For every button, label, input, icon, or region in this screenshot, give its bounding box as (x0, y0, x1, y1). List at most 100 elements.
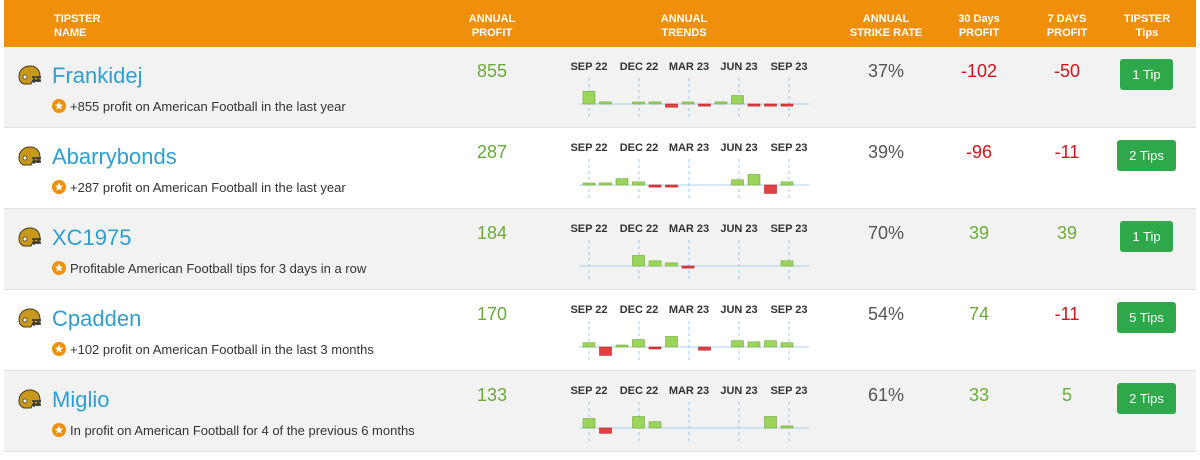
strike-rate-value: 39% (867, 142, 905, 162)
trend-bar-positive (648, 260, 662, 267)
trend-month-label: MAR 23 (668, 61, 710, 73)
trend-bar-negative (648, 346, 662, 350)
trend-month-label: SEP 23 (770, 61, 808, 73)
tips-button[interactable]: 1 Tip (1120, 59, 1173, 90)
header-tipster-name: TIPSTER NAME (54, 13, 101, 39)
table-row-partial (4, 452, 1196, 460)
trend-bar-positive (731, 95, 744, 105)
american-football-helmet-icon (18, 146, 41, 166)
profit-7-days-value: 39 (1056, 223, 1078, 243)
trend-month-label: MAR 23 (668, 304, 710, 316)
trend-bar-positive (582, 182, 596, 186)
star-badge-icon (52, 180, 66, 194)
trend-month-label: JUN 23 (720, 385, 758, 397)
tips-button[interactable]: 5 Tips (1117, 302, 1176, 333)
tips-button[interactable]: 2 Tips (1117, 383, 1176, 414)
trend-bars (579, 321, 809, 361)
trend-bar-negative (681, 265, 695, 269)
trend-bar-positive (615, 344, 629, 348)
header-7-days-profit: 7 DAYS PROFIT (1046, 13, 1088, 39)
trend-bar-positive (632, 101, 645, 105)
trend-bar-negative (764, 103, 777, 107)
trend-bar-negative (698, 346, 711, 351)
tipster-name-link[interactable]: Cpadden (52, 306, 142, 331)
table-header: TIPSTER NAME ANNUAL PROFIT ANNUAL TRENDS AN… (4, 0, 1196, 47)
trend-bars (579, 78, 809, 118)
profit-30-days-value: 74 (968, 304, 990, 324)
trend-bar-positive (731, 179, 744, 186)
strike-rate-value: 70% (867, 223, 905, 243)
tipster-name-link[interactable]: XC1975 (52, 225, 132, 250)
trend-bar-positive (780, 181, 794, 186)
table-row: Miglio In profit on American Football for… (4, 371, 1196, 452)
profit-30-days-value: 39 (968, 223, 990, 243)
trend-month-label: SEP 22 (570, 61, 608, 73)
trend-bar-negative (780, 103, 794, 107)
annual-profit-value: 287 (476, 142, 508, 162)
trend-bar-positive (780, 425, 794, 429)
header-annual-profit: ANNUAL PROFIT (468, 13, 516, 39)
trend-bar-positive (714, 101, 728, 105)
achievement-text: In profit on American Football for 4 of … (70, 422, 415, 438)
annual-trend-chart: SEP 22 DEC 22 MAR 23 JUN 23 SEP 23 (559, 128, 819, 209)
trend-bar-negative (764, 184, 777, 194)
trend-month-label: DEC 22 (619, 142, 659, 154)
trend-bar-negative (599, 346, 612, 356)
tips-button[interactable]: 2 Tips (1117, 140, 1176, 171)
trend-bar-positive (582, 342, 596, 348)
achievement-line: In profit on American Football for 4 of … (52, 420, 415, 440)
trend-month-label: SEP 23 (770, 304, 808, 316)
star-badge-icon (52, 342, 66, 356)
header-30-days-profit: 30 Days PROFIT (958, 13, 1000, 39)
achievement-text: +102 profit on American Football in the … (70, 341, 374, 357)
trend-bar-positive (681, 101, 695, 105)
trend-month-label: DEC 22 (619, 304, 659, 316)
strike-rate-value: 61% (867, 385, 905, 405)
annual-trend-chart: SEP 22 DEC 22 MAR 23 JUN 23 SEP 23 (559, 209, 819, 290)
trend-bar-positive (747, 174, 761, 186)
trend-month-label: JUN 23 (720, 61, 758, 73)
table-row: Cpadden +102 profit on American Football … (4, 290, 1196, 371)
american-football-helmet-icon (18, 227, 41, 247)
trend-month-label: JUN 23 (720, 142, 758, 154)
trend-bar-positive (764, 340, 777, 348)
tips-button[interactable]: 1 Tip (1120, 221, 1173, 252)
trend-bars (579, 240, 809, 280)
trend-month-label: SEP 22 (570, 385, 608, 397)
trend-bar-positive (582, 91, 596, 105)
tipster-name-link[interactable]: Miglio (52, 387, 110, 412)
trend-bar-positive (648, 421, 662, 429)
achievement-text: +287 profit on American Football in the … (70, 179, 346, 195)
annual-profit-value: 170 (476, 304, 508, 324)
trend-month-label: SEP 23 (770, 385, 808, 397)
trend-bar-positive (780, 342, 794, 348)
header-annual-trends: ANNUAL TRENDS (660, 13, 708, 39)
profit-30-days-value: -96 (965, 142, 992, 162)
tipster-name-link[interactable]: Frankidej (52, 63, 143, 88)
profit-7-days-value: -11 (1054, 142, 1080, 162)
profit-30-days-value: -102 (960, 61, 998, 81)
trend-bar-negative (747, 103, 761, 107)
strike-rate-value: 37% (867, 61, 905, 81)
trend-bar-positive (780, 260, 794, 267)
annual-profit-value: 184 (476, 223, 508, 243)
annual-trend-chart: SEP 22 DEC 22 MAR 23 JUN 23 SEP 23 (559, 47, 819, 128)
trend-month-label: SEP 22 (570, 142, 608, 154)
header-tipster-tips: TIPSTER Tips (1123, 13, 1171, 39)
trend-bar-negative (599, 427, 612, 434)
trend-bar-positive (665, 336, 678, 348)
trend-bar-positive (599, 182, 612, 186)
profit-7-days-value: 5 (1061, 385, 1072, 405)
table-row: Abarrybonds +287 profit on American Footb… (4, 128, 1196, 209)
trend-bars (579, 402, 809, 442)
achievement-line: +287 profit on American Football in the … (52, 177, 346, 197)
trend-month-label: SEP 22 (570, 223, 608, 235)
trend-bar-positive (632, 339, 645, 348)
trend-month-label: MAR 23 (668, 385, 710, 397)
header-strike-rate: ANNUAL STRIKE RATE (849, 13, 923, 39)
table-row: XC1975 Profitable American Football tips … (4, 209, 1196, 290)
trend-bar-positive (747, 341, 761, 348)
trend-bar-positive (632, 416, 645, 429)
trend-bar-positive (731, 340, 744, 348)
tipster-name-link[interactable]: Abarrybonds (52, 144, 177, 169)
